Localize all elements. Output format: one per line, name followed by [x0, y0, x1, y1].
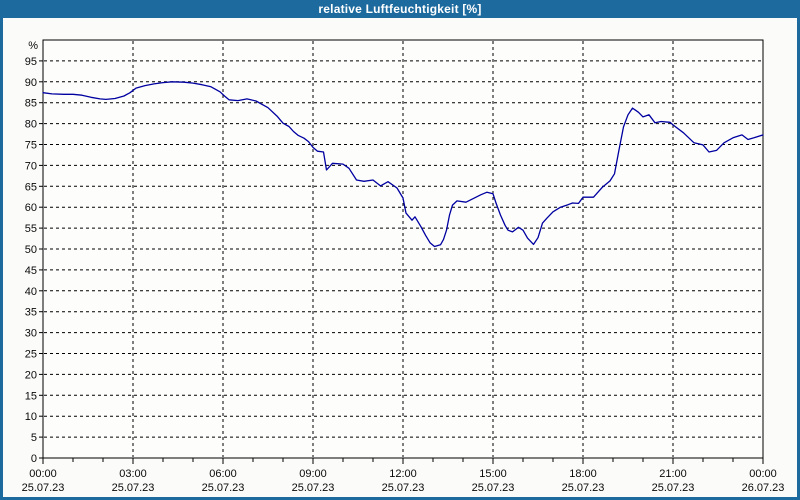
- y-tick-label: 0: [31, 453, 37, 465]
- y-tick-label: 35: [25, 307, 37, 319]
- x-tick-time-label: 21:00: [659, 468, 687, 480]
- x-tick-date-label: 25.07.23: [112, 482, 155, 494]
- x-tick-date-label: 25.07.23: [652, 482, 695, 494]
- x-tick-time-label: 12:00: [389, 468, 417, 480]
- y-tick-label: 45: [25, 265, 37, 277]
- x-tick-date-label: 25.07.23: [382, 482, 425, 494]
- y-tick-label: 65: [25, 181, 37, 193]
- y-tick-label: 95: [25, 56, 37, 68]
- y-tick-label: 80: [25, 119, 37, 131]
- x-tick-time-label: 09:00: [299, 468, 327, 480]
- x-tick-time-label: 00:00: [749, 468, 777, 480]
- x-tick-time-label: 03:00: [119, 468, 147, 480]
- humidity-series-line: [42, 81, 764, 248]
- y-tick-label: 50: [25, 244, 37, 256]
- x-tick-date-label: 26.07.23: [742, 482, 785, 494]
- humidity-line-chart: 0 5 10 15 20 25 30 35 40 45 50 55 60 65 70 75 80 85 90 95% 0…: [22, 39, 785, 494]
- x-tick-date-label: 25.07.23: [22, 482, 65, 494]
- y-tick-label: 25: [25, 349, 37, 361]
- y-tick-label: 10: [25, 411, 37, 423]
- y-tick-label: 85: [25, 98, 37, 110]
- x-tick-time-label: 06:00: [209, 468, 237, 480]
- y-tick-label: 20: [25, 369, 37, 381]
- x-tick-date-label: 25.07.23: [472, 482, 515, 494]
- y-tick-label: 30: [25, 328, 37, 340]
- y-tick-label: 5: [31, 432, 37, 444]
- x-tick-date-label: 25.07.23: [202, 482, 245, 494]
- y-tick-label: 15: [25, 390, 37, 402]
- x-tick-time-label: 15:00: [479, 468, 507, 480]
- window-titlebar[interactable]: relative Luftfeuchtigkeit [%]: [3, 0, 797, 18]
- x-tick-time-label: 18:00: [569, 468, 597, 480]
- axis-frame: [42, 39, 764, 459]
- x-tick-date-label: 25.07.23: [292, 482, 335, 494]
- x-tick-time-label: 00:00: [29, 468, 57, 480]
- x-tick-date-label: 25.07.23: [562, 482, 605, 494]
- window-title: relative Luftfeuchtigkeit [%]: [318, 2, 482, 16]
- y-tick-label: 90: [25, 77, 37, 89]
- y-tick-label: 40: [25, 286, 37, 298]
- y-tick-label: 55: [25, 223, 37, 235]
- y-axis-unit-label: %: [28, 40, 38, 52]
- y-tick-label: 70: [25, 160, 37, 172]
- y-tick-label: 60: [25, 202, 37, 214]
- y-tick-label: 75: [25, 140, 37, 152]
